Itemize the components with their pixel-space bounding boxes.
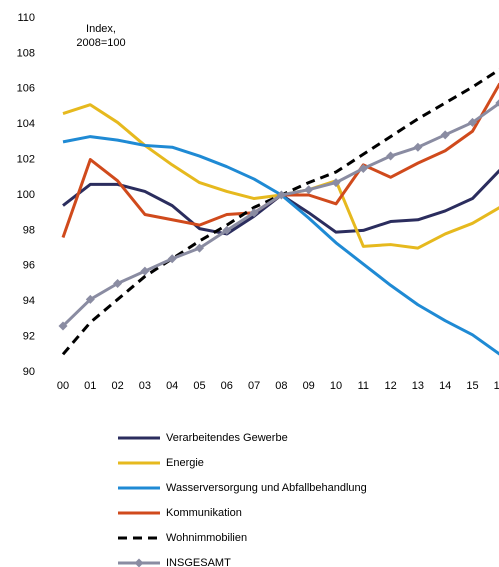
legend-label: Verarbeitendes Gewerbe: [166, 432, 288, 444]
point-marker: [58, 321, 68, 331]
annotation: 2008=100: [76, 37, 125, 49]
x-tick-label: 06: [221, 380, 233, 392]
x-tick-label: 14: [439, 380, 451, 392]
x-tick-label: 05: [193, 380, 205, 392]
y-tick-label: 100: [17, 189, 35, 201]
point-marker: [331, 178, 341, 188]
legend-label: Wasserversorgung und Abfallbehandlung: [166, 482, 367, 494]
x-tick-label: 16: [494, 380, 499, 392]
x-tick-label: 04: [166, 380, 178, 392]
x-tick-label: 00: [57, 380, 69, 392]
series-line: [61, 68, 499, 356]
y-tick-label: 102: [17, 154, 35, 166]
point-marker: [440, 130, 450, 140]
x-tick-label: 13: [412, 380, 424, 392]
point-marker: [386, 151, 396, 161]
point-marker: [358, 163, 368, 173]
series-line: [62, 135, 499, 356]
legend-label: INSGESAMT: [166, 557, 231, 567]
y-tick-label: 104: [17, 118, 35, 130]
annotation: Index,: [86, 23, 116, 35]
y-tick-label: 98: [23, 224, 35, 236]
legend-marker: [134, 558, 144, 567]
x-tick-label: 01: [84, 380, 96, 392]
point-marker: [249, 208, 259, 218]
point-marker: [85, 294, 95, 304]
y-tick-label: 92: [23, 331, 35, 343]
point-marker: [195, 243, 204, 253]
series-line: [62, 169, 499, 236]
x-tick-label: 12: [384, 380, 396, 392]
y-tick-label: 108: [17, 47, 35, 59]
point-marker: [222, 225, 232, 235]
x-tick-label: 07: [248, 380, 260, 392]
legend-label: Wohnimmobilien: [166, 532, 247, 544]
point-marker: [413, 142, 423, 152]
point-marker: [495, 99, 499, 107]
point-marker: [167, 254, 177, 264]
y-tick-label: 110: [17, 12, 35, 24]
point-marker: [304, 185, 314, 195]
x-tick-label: 09: [303, 380, 315, 392]
y-tick-label: 90: [23, 366, 35, 378]
y-tick-label: 106: [17, 83, 35, 95]
x-tick-label: 10: [330, 380, 342, 392]
x-tick-label: 02: [111, 380, 123, 392]
series-line: [62, 103, 499, 250]
point-marker: [468, 117, 477, 127]
point-marker: [113, 279, 123, 288]
y-tick-label: 96: [23, 260, 35, 272]
legend-label: Energie: [166, 457, 204, 469]
legend-label: Kommunikation: [166, 507, 242, 519]
x-tick-label: 11: [358, 380, 369, 392]
x-tick-label: 15: [466, 380, 478, 392]
x-tick-label: 03: [139, 380, 151, 392]
y-tick-label: 94: [23, 295, 35, 307]
point-marker: [276, 190, 286, 200]
x-tick-label: 08: [275, 380, 287, 392]
point-marker: [140, 266, 150, 276]
